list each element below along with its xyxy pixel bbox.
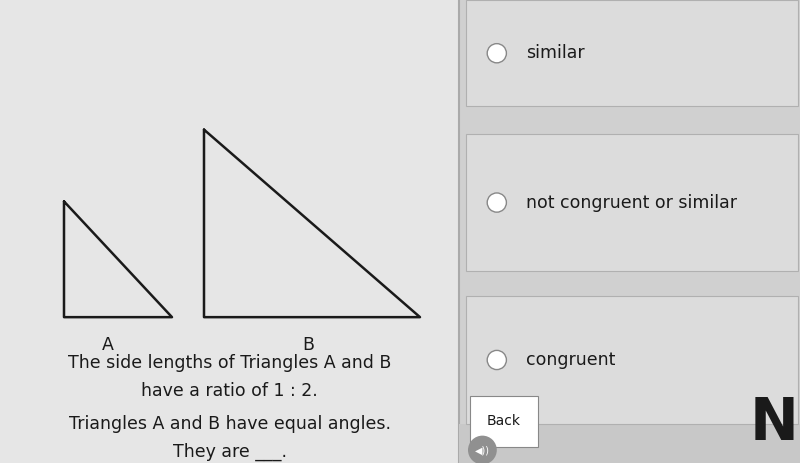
FancyBboxPatch shape: [466, 0, 798, 106]
Text: not congruent or similar: not congruent or similar: [526, 194, 738, 212]
Ellipse shape: [468, 436, 497, 463]
FancyBboxPatch shape: [466, 134, 798, 271]
Text: have a ratio of 1 : 2.: have a ratio of 1 : 2.: [142, 382, 318, 400]
Text: ◀)): ◀)): [475, 445, 490, 455]
FancyBboxPatch shape: [466, 296, 798, 424]
Text: B: B: [302, 336, 314, 354]
Text: The side lengths of Triangles A and B: The side lengths of Triangles A and B: [68, 355, 391, 372]
Ellipse shape: [487, 350, 506, 369]
Text: A: A: [102, 336, 114, 354]
Text: Back: Back: [486, 414, 521, 428]
Text: Triangles A and B have equal angles.: Triangles A and B have equal angles.: [69, 415, 390, 432]
Ellipse shape: [487, 193, 506, 212]
FancyBboxPatch shape: [459, 424, 800, 463]
Text: similar: similar: [526, 44, 585, 62]
Ellipse shape: [487, 44, 506, 63]
FancyBboxPatch shape: [470, 396, 538, 447]
FancyBboxPatch shape: [459, 0, 800, 463]
Text: congruent: congruent: [526, 351, 616, 369]
Text: They are ___.: They are ___.: [173, 442, 286, 461]
Text: N: N: [750, 395, 798, 452]
